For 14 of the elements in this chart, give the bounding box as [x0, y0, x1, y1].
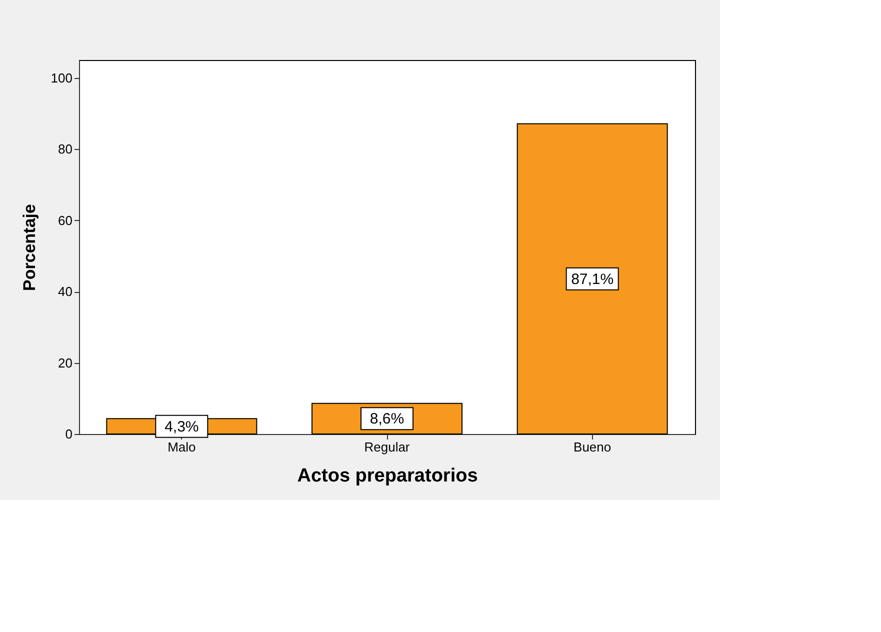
data-label: 4,3% — [164, 418, 199, 436]
y-tick-label: 0 — [65, 426, 72, 442]
x-tick-label: Bueno — [574, 440, 612, 454]
x-tick-label: Malo — [168, 440, 196, 454]
y-axis-title: Porcentaje — [20, 204, 39, 291]
x-tick-label: Regular — [364, 440, 410, 454]
x-axis-title: Actos preparatorios — [297, 466, 478, 486]
y-tick-label: 80 — [58, 142, 72, 157]
y-tick-label: 60 — [58, 212, 72, 228]
y-tick-label: 100 — [50, 70, 72, 86]
y-tick-label: 20 — [58, 355, 72, 370]
y-tick-label: 40 — [58, 284, 72, 300]
data-label: 8,6% — [370, 410, 404, 428]
data-label: 87,1% — [571, 270, 614, 288]
